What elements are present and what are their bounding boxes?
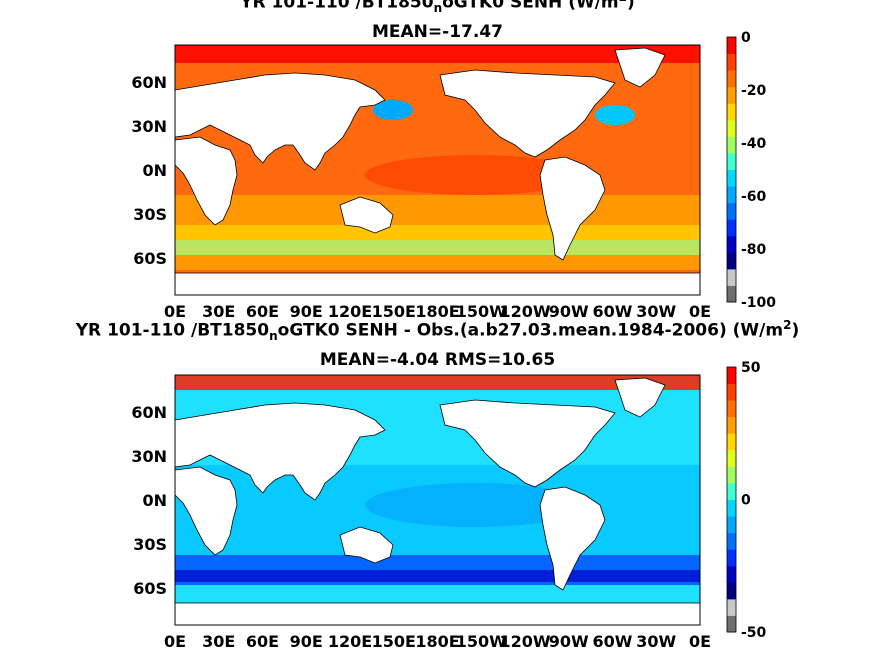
colorbar-segment [727, 119, 736, 137]
lon-label: 120W [499, 632, 550, 651]
lon-label: 90W [549, 632, 589, 651]
lat-label: 30N [131, 117, 167, 136]
colorbar-segment [727, 565, 736, 583]
lon-label: 120E [328, 302, 372, 321]
colorbar-segment [727, 466, 736, 484]
lon-label: 150E [372, 302, 416, 321]
colorbar-segment [727, 367, 736, 385]
lat-label: 30S [133, 205, 167, 224]
colorbar-tick-label: -100 [741, 295, 776, 311]
panel1-map [174, 44, 701, 296]
lon-label: 30E [202, 632, 235, 651]
colorbar-segment [727, 482, 736, 500]
lon-label: 180E [415, 632, 459, 651]
lat-label: 30N [131, 447, 167, 466]
lon-label: 120W [499, 302, 550, 321]
colorbar-segment [727, 582, 736, 600]
lat-label: 30S [133, 535, 167, 554]
lon-label: 150E [372, 632, 416, 651]
panel2-mean: MEAN=-4.04 RMS=10.65 [319, 350, 556, 370]
panel1-title-sub: n [433, 1, 443, 16]
panel2-title-rest: oGTK0 SENH - Obs.(a.b27.03.mean.1984-200… [277, 320, 784, 341]
colorbar-tick-label: 0 [741, 30, 751, 46]
colorbar-segment [727, 532, 736, 550]
colorbar-tick-label: -60 [741, 189, 767, 205]
colorbar-tick-label: -20 [741, 83, 767, 99]
colorbar-segment [727, 416, 736, 434]
colorbar-segment [727, 516, 736, 534]
colorbar-segment [727, 400, 736, 418]
colorbar-segment [727, 598, 736, 616]
lon-label: 0E [689, 302, 711, 321]
colorbar-segment [727, 202, 736, 220]
lon-label: 30W [636, 302, 676, 321]
panel2-title-main: YR 101-110 /BT1850 [75, 320, 270, 341]
colorbar-tick-label: 50 [741, 360, 761, 376]
colorbar-segment [727, 549, 736, 567]
panel1-title-end: ) [627, 0, 635, 13]
lon-label: 90E [290, 302, 323, 321]
lon-label: 60E [246, 302, 279, 321]
colorbar-segment [727, 449, 736, 467]
lon-label: 180E [415, 302, 459, 321]
lon-label: 60W [593, 302, 633, 321]
colorbar-segment [727, 152, 736, 170]
colorbar-segment [727, 235, 736, 253]
colorbar-segment [727, 615, 736, 633]
lon-label: 0E [164, 632, 186, 651]
lon-label: 30W [636, 632, 676, 651]
lat-label: 0N [142, 491, 167, 510]
colorbar-segment [727, 268, 736, 286]
lon-label: 0E [164, 302, 186, 321]
panel2-title-end: ) [791, 320, 800, 341]
lon-label: 60W [593, 632, 633, 651]
colorbar-segment [727, 70, 736, 88]
colorbar-tick-label: 0 [741, 493, 751, 509]
colorbar-frame [726, 36, 737, 303]
colorbar-segment [727, 252, 736, 270]
colorbar-segment [727, 86, 736, 104]
colorbar-segment [727, 285, 736, 303]
colorbar-segment [727, 103, 736, 121]
lon-label: 150W [456, 632, 507, 651]
panel2-title-sub: n [269, 329, 278, 344]
lat-label: 60N [131, 403, 167, 422]
colorbar-segment [727, 219, 736, 237]
lat-label: 60S [133, 579, 167, 598]
lat-label: 0N [142, 161, 167, 180]
colorbar-segment [727, 169, 736, 187]
colorbar-segment [727, 53, 736, 71]
colorbar-segment [727, 433, 736, 451]
lat-label: 60N [131, 73, 167, 92]
colorbar-tick-label: -40 [741, 136, 767, 152]
lon-label: 90E [290, 632, 323, 651]
panel1-mean: MEAN=-17.47 [372, 22, 503, 42]
colorbar-segment [727, 37, 736, 55]
lon-label: 0E [689, 632, 711, 651]
lon-label: 60E [246, 632, 279, 651]
lon-label: 90W [549, 302, 589, 321]
lat-label: 60S [133, 249, 167, 268]
colorbar-frame [726, 366, 737, 633]
panel1-title: YR 101-110 /BT1850noGTK0 SENH (W/m2) [0, 0, 875, 15]
panel1-title-rest: oGTK0 SENH (W/m [442, 0, 619, 13]
colorbar-segment [727, 136, 736, 154]
colorbar-segment [727, 383, 736, 401]
colorbar-segment [727, 499, 736, 517]
lon-label: 120E [328, 632, 372, 651]
panel1-title-main: YR 101-110 /BT1850 [240, 0, 434, 13]
panel2-title-sup: 2 [783, 318, 792, 332]
lon-label: 30E [202, 302, 235, 321]
colorbar-segment [727, 186, 736, 204]
lon-label: 150W [456, 302, 507, 321]
colorbar-tick-label: -50 [741, 625, 767, 641]
panel1-title-sup: 2 [619, 0, 627, 4]
colorbar-tick-label: -80 [741, 242, 767, 258]
panel2-map [174, 374, 701, 626]
panel2-title: YR 101-110 /BT1850noGTK0 SENH - Obs.(a.b… [0, 318, 875, 343]
